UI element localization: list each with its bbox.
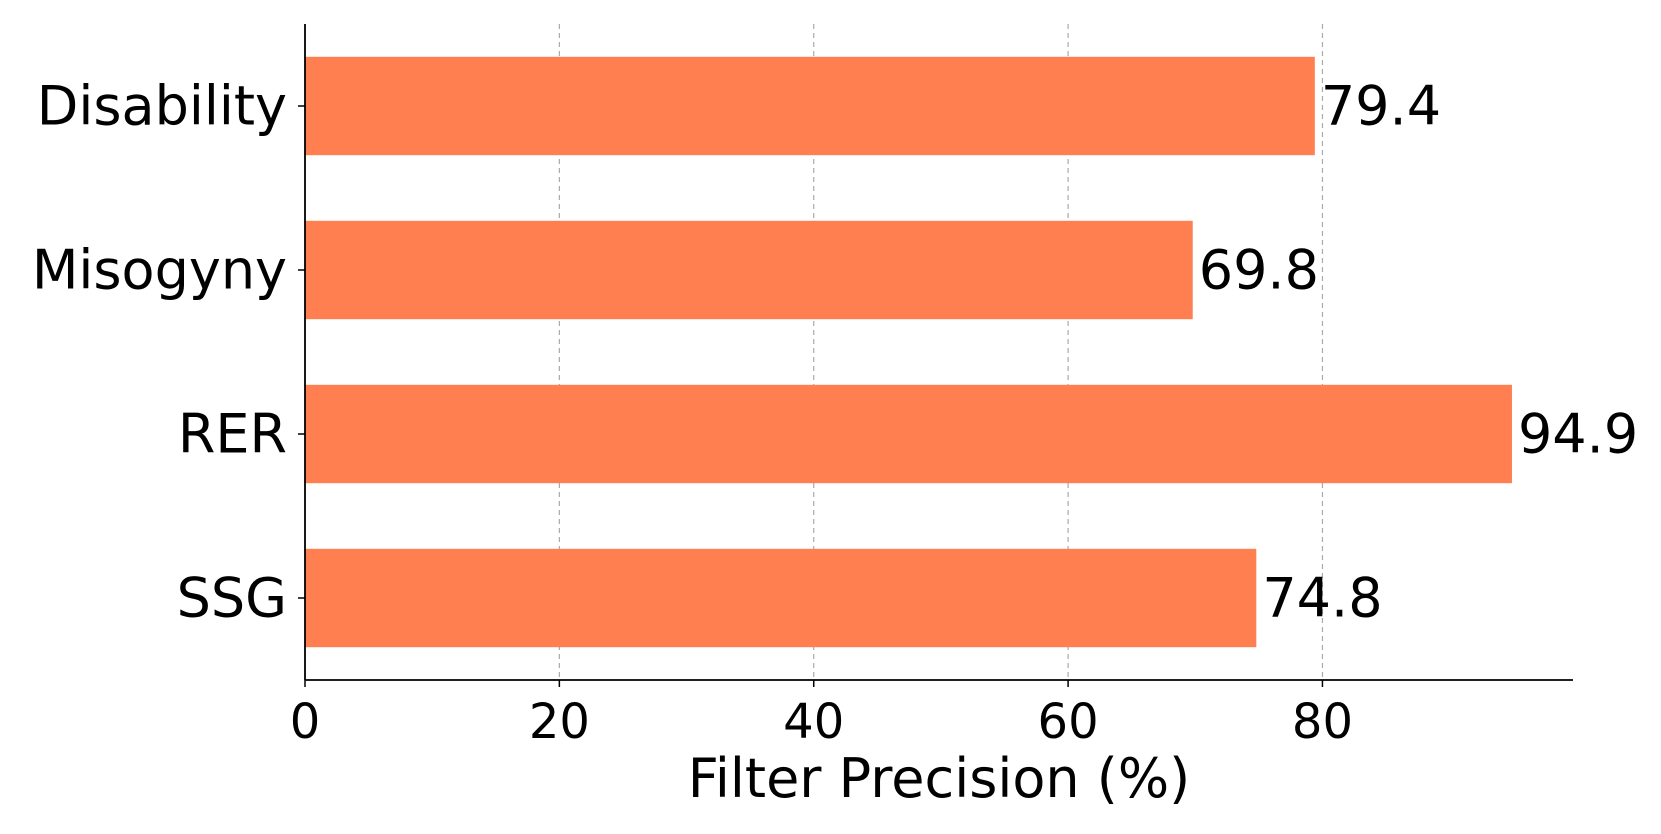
value-label-rer: 94.9 — [1518, 403, 1638, 466]
bar-rer — [305, 384, 1512, 484]
y-tick-label-misogyny: Misogyny — [32, 239, 287, 302]
value-label-disability: 79.4 — [1321, 75, 1441, 138]
bar-ssg — [305, 548, 1257, 648]
value-label-misogyny: 69.8 — [1199, 239, 1319, 302]
value-label-ssg: 74.8 — [1262, 567, 1382, 630]
bars — [305, 56, 1512, 648]
bar-misogyny — [305, 220, 1193, 320]
x-tick-label-40: 40 — [783, 694, 844, 750]
bar-disability — [305, 56, 1315, 156]
y-tick-label-rer: RER — [178, 403, 287, 466]
y-tick-label-ssg: SSG — [177, 567, 287, 630]
y-tick-label-disability: Disability — [37, 75, 287, 138]
labels: Disability 79.4 Misogyny 69.8 RER 94.9 SSG 74.8… — [32, 75, 1638, 751]
x-tick-label-20: 20 — [529, 694, 590, 750]
x-tick-label-0: 0 — [290, 694, 321, 750]
x-axis-title: Filter Precision (%) — [688, 747, 1190, 810]
x-tick-label-80: 80 — [1292, 694, 1353, 750]
axes — [298, 24, 1573, 687]
x-tick-label-60: 60 — [1038, 694, 1099, 750]
